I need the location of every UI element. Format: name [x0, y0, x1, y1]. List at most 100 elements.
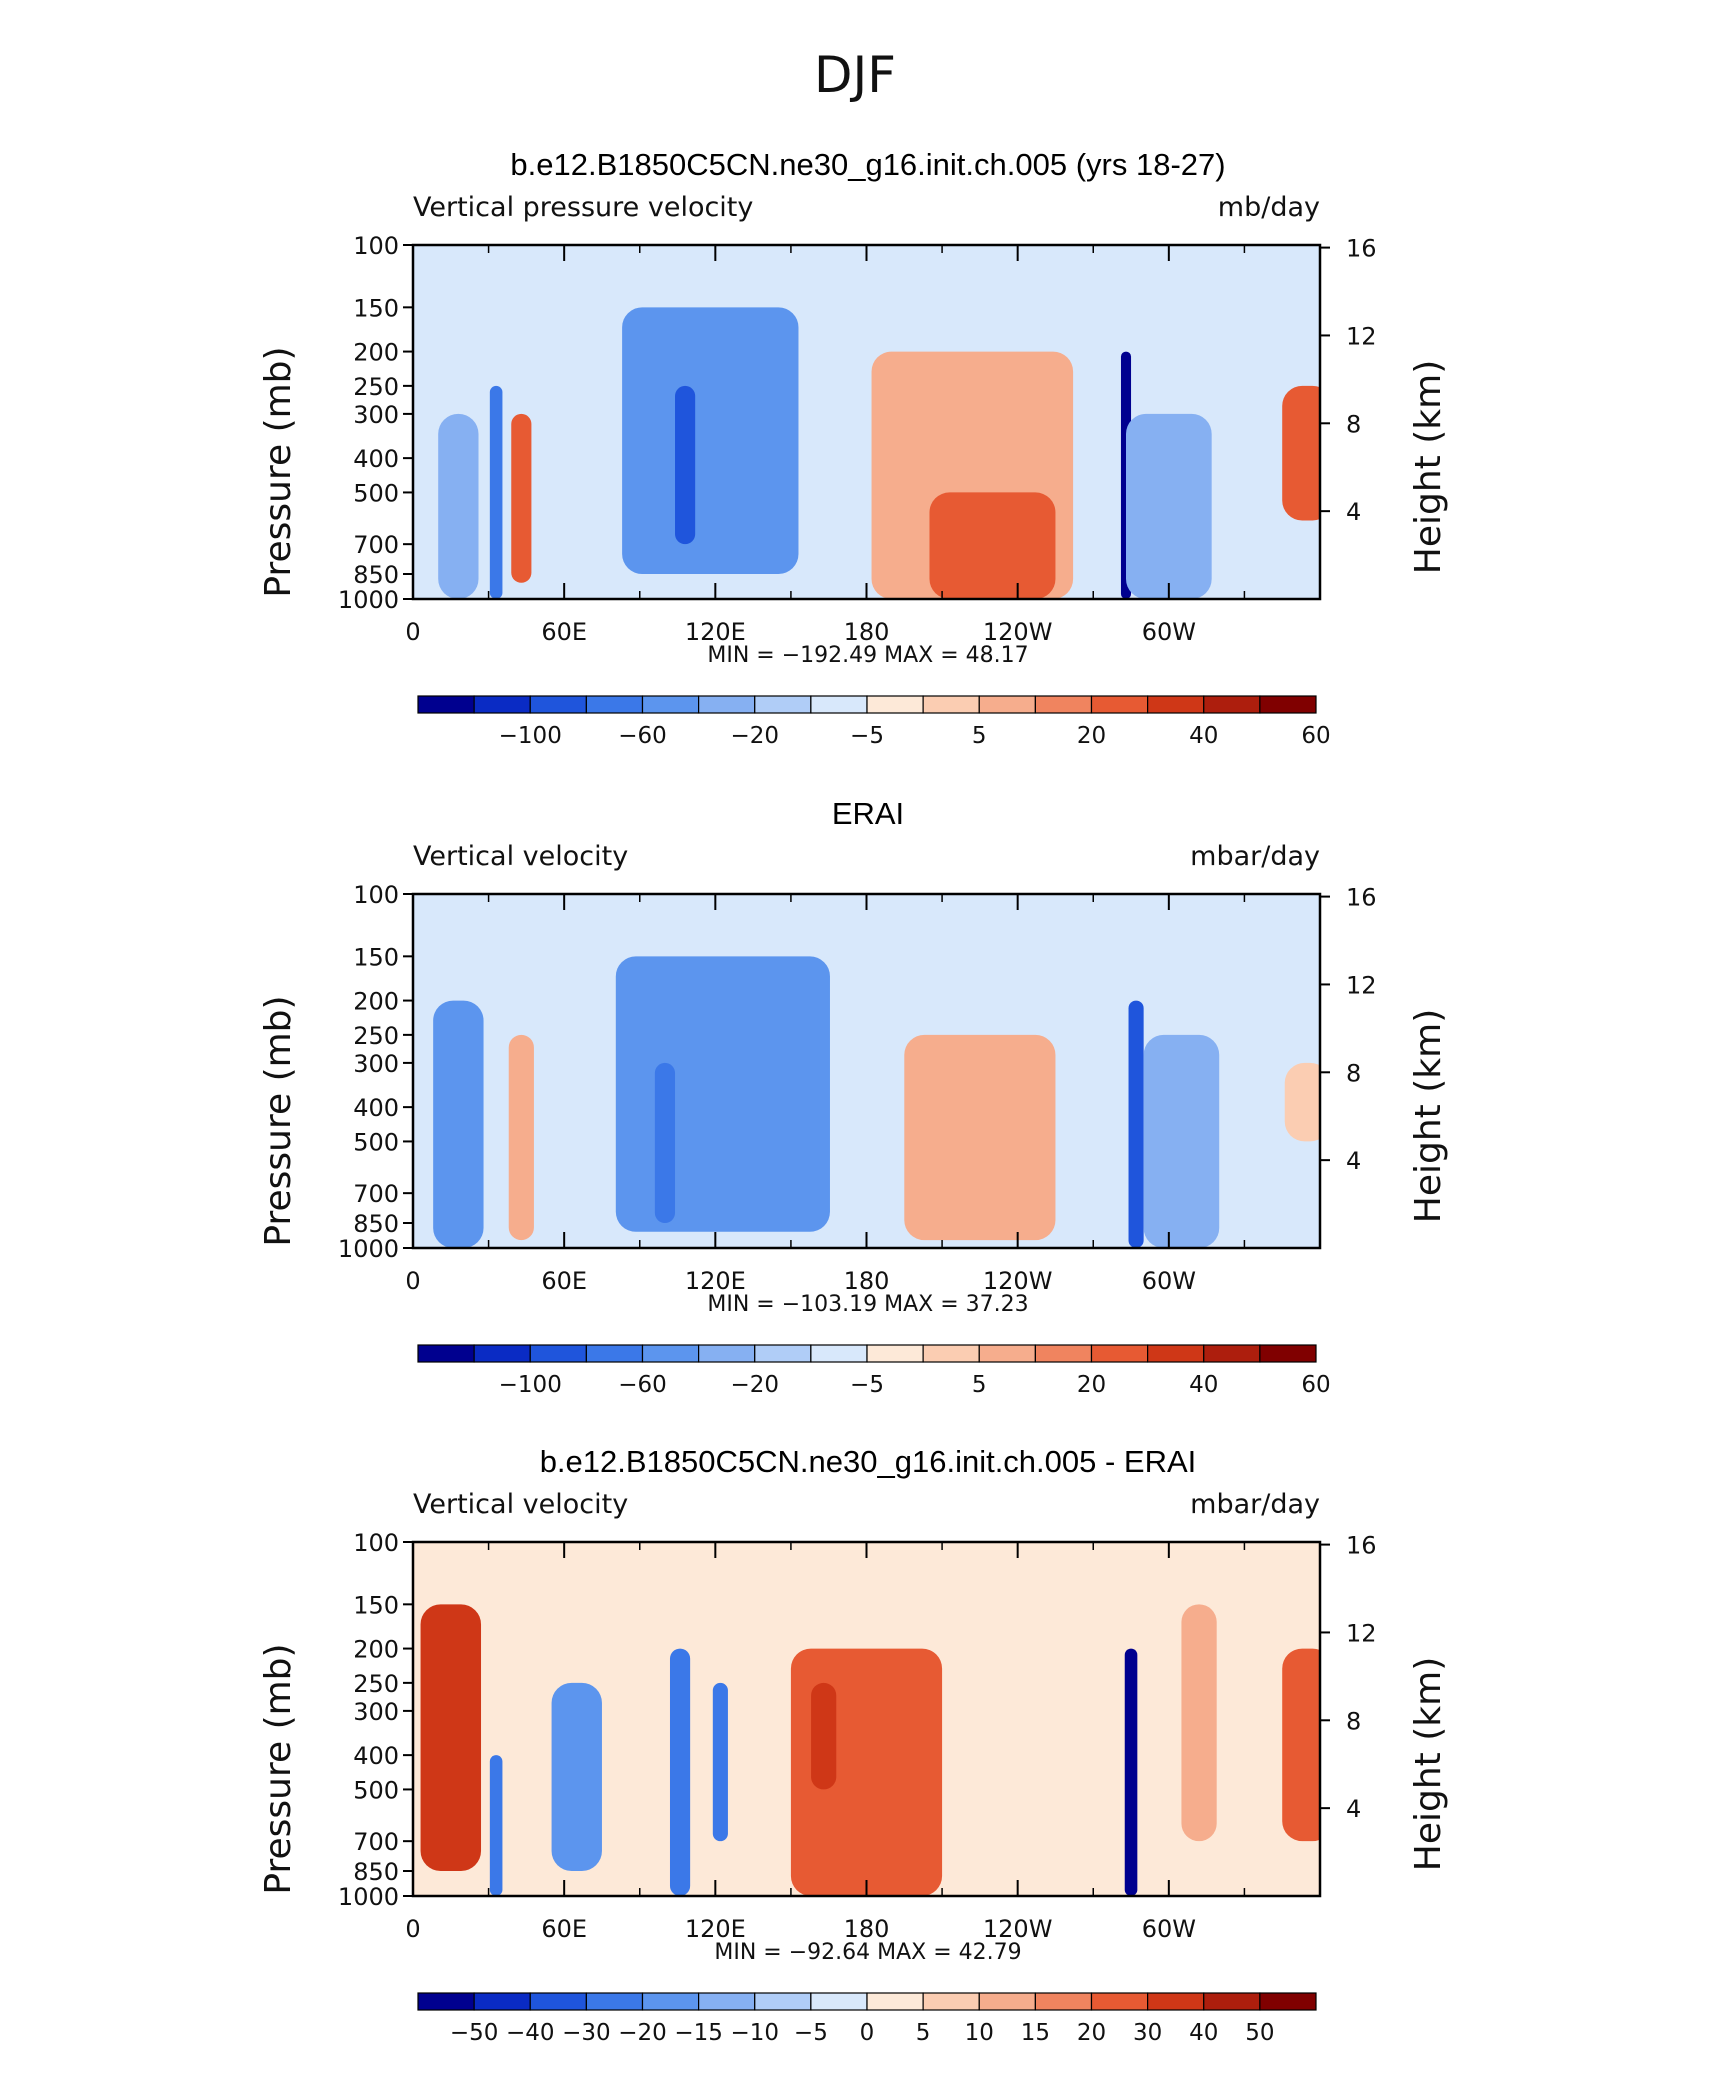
y2-tick-label: 8: [1346, 1707, 1361, 1735]
colorbar-swatch: [473, 695, 531, 714]
y-tick-label: 100: [353, 232, 399, 260]
colorbar-label: 30: [1133, 2020, 1162, 2046]
x-tick-label: 120E: [685, 1267, 746, 1295]
colorbar-swatch: [698, 1992, 756, 2011]
y-tick-label: 850: [353, 561, 399, 589]
y-tick-label: 200: [353, 339, 399, 367]
colorbar-swatch: [978, 695, 1036, 714]
colorbar-swatch: [698, 695, 756, 714]
chart-panel-2: ERAI Vertical velocity mbar/day 0 60E 120E 180…: [258, 796, 1449, 1398]
colorbar-label: −10: [730, 2020, 779, 2046]
colorbar-swatch: [585, 695, 644, 714]
colorbar-label: 40: [1189, 723, 1218, 749]
x-tick-label: 120W: [983, 1267, 1053, 1295]
colorbar-swatch: [1090, 1992, 1149, 2011]
colorbar-label: −60: [618, 1372, 667, 1398]
colorbar-swatch: [1034, 1344, 1093, 1363]
field-region: [622, 307, 799, 575]
colorbar-label: 40: [1189, 1372, 1218, 1398]
colorbar-label: −5: [850, 723, 884, 749]
y-tick-label: 500: [353, 1776, 399, 1804]
y-tick-label: 200: [353, 988, 399, 1016]
colorbar-swatch: [473, 1344, 531, 1363]
y2-axis-title: Height (km): [1408, 360, 1449, 574]
colorbar-swatch: [1259, 695, 1317, 714]
y2-tick-label: 16: [1346, 884, 1377, 912]
y-tick-label: 250: [353, 373, 399, 401]
colorbar-label: −30: [562, 2020, 611, 2046]
y-tick-label: 100: [353, 1529, 399, 1557]
y2-tick-label: 12: [1346, 971, 1377, 999]
field-region: [654, 1062, 676, 1224]
x-tick-label: 180: [844, 1915, 890, 1943]
y-tick-label: 850: [353, 1210, 399, 1238]
colorbar-swatch: [978, 1992, 1036, 2011]
colorbar-label: −100: [499, 723, 562, 749]
field-region: [904, 1034, 1056, 1241]
y2-tick-label: 4: [1346, 1147, 1361, 1175]
colorbar-swatch: [1034, 695, 1093, 714]
x-tick-label: 60W: [1142, 1267, 1196, 1295]
left-string: Vertical velocity: [413, 1489, 628, 1520]
y-tick-label: 1000: [338, 586, 399, 614]
colorbar-swatch: [922, 695, 980, 714]
x-tick-label: 60W: [1142, 618, 1196, 646]
colorbar-label: 15: [1021, 2020, 1050, 2046]
colorbar-swatch: [641, 695, 700, 714]
colorbar-label: 10: [965, 2020, 994, 2046]
y2-tick-label: 4: [1346, 498, 1361, 526]
colorbar-label: 60: [1301, 1372, 1330, 1398]
field-region: [438, 413, 479, 599]
field-region: [1282, 385, 1320, 521]
field-region: [669, 1648, 691, 1896]
y-axis-title: Pressure (mb): [258, 995, 299, 1246]
colorbar-label: −20: [618, 2020, 667, 2046]
panel-title: ERAI: [832, 796, 904, 831]
colorbar-swatch: [754, 1992, 812, 2011]
y-tick-label: 700: [353, 1180, 399, 1208]
colorbar-label: 20: [1077, 1372, 1106, 1398]
colorbar-label: 20: [1077, 2020, 1106, 2046]
field-region: [615, 956, 830, 1232]
colorbar-swatch: [1203, 695, 1261, 714]
field-region: [1282, 1648, 1320, 1842]
colorbar-swatch: [922, 1344, 980, 1363]
y2-tick-label: 8: [1346, 1059, 1361, 1087]
x-tick-label: 60E: [541, 618, 587, 646]
field-region: [811, 1682, 837, 1790]
colorbar-swatch: [1203, 1992, 1261, 2011]
min-max-label: MIN = −103.19 MAX = 37.23: [707, 1292, 1028, 1317]
x-tick-label: 180: [844, 618, 890, 646]
colorbar-label: −50: [450, 2020, 499, 2046]
y-tick-label: 300: [353, 1698, 399, 1726]
colorbar-swatch: [1090, 695, 1149, 714]
field-region: [511, 413, 532, 583]
colorbar-swatch: [641, 1344, 700, 1363]
colorbar-swatch: [866, 1344, 924, 1363]
y2-axis-title: Height (km): [1408, 1009, 1449, 1223]
x-tick-label: 120W: [983, 1915, 1053, 1943]
colorbar-label: 5: [916, 2020, 931, 2046]
colorbar-swatch: [529, 1992, 587, 2011]
x-tick-label: 120E: [685, 1915, 746, 1943]
colorbar-label: 40: [1189, 2020, 1218, 2046]
field-region: [433, 1000, 484, 1248]
colorbar-label: 20: [1077, 723, 1106, 749]
colorbar-swatch: [866, 695, 924, 714]
y-tick-label: 150: [353, 1591, 399, 1619]
field-region: [420, 1604, 482, 1872]
x-tick-label: 180: [844, 1267, 890, 1295]
y-tick-label: 1000: [338, 1235, 399, 1263]
min-max-label: MIN = −192.49 MAX = 48.17: [707, 643, 1028, 668]
colorbar-swatch: [1147, 1344, 1205, 1363]
field-region: [508, 1034, 534, 1241]
colorbar-swatch: [1259, 1992, 1317, 2011]
units-label: mbar/day: [1190, 841, 1320, 872]
colorbar-swatch: [585, 1992, 644, 2011]
colorbar-label: −100: [499, 1372, 562, 1398]
colorbar-swatch: [417, 695, 475, 714]
field-region: [551, 1682, 602, 1872]
colorbar-swatch: [473, 1992, 531, 2011]
colorbar-swatch: [922, 1992, 980, 2011]
colorbar-swatch: [1203, 1344, 1261, 1363]
